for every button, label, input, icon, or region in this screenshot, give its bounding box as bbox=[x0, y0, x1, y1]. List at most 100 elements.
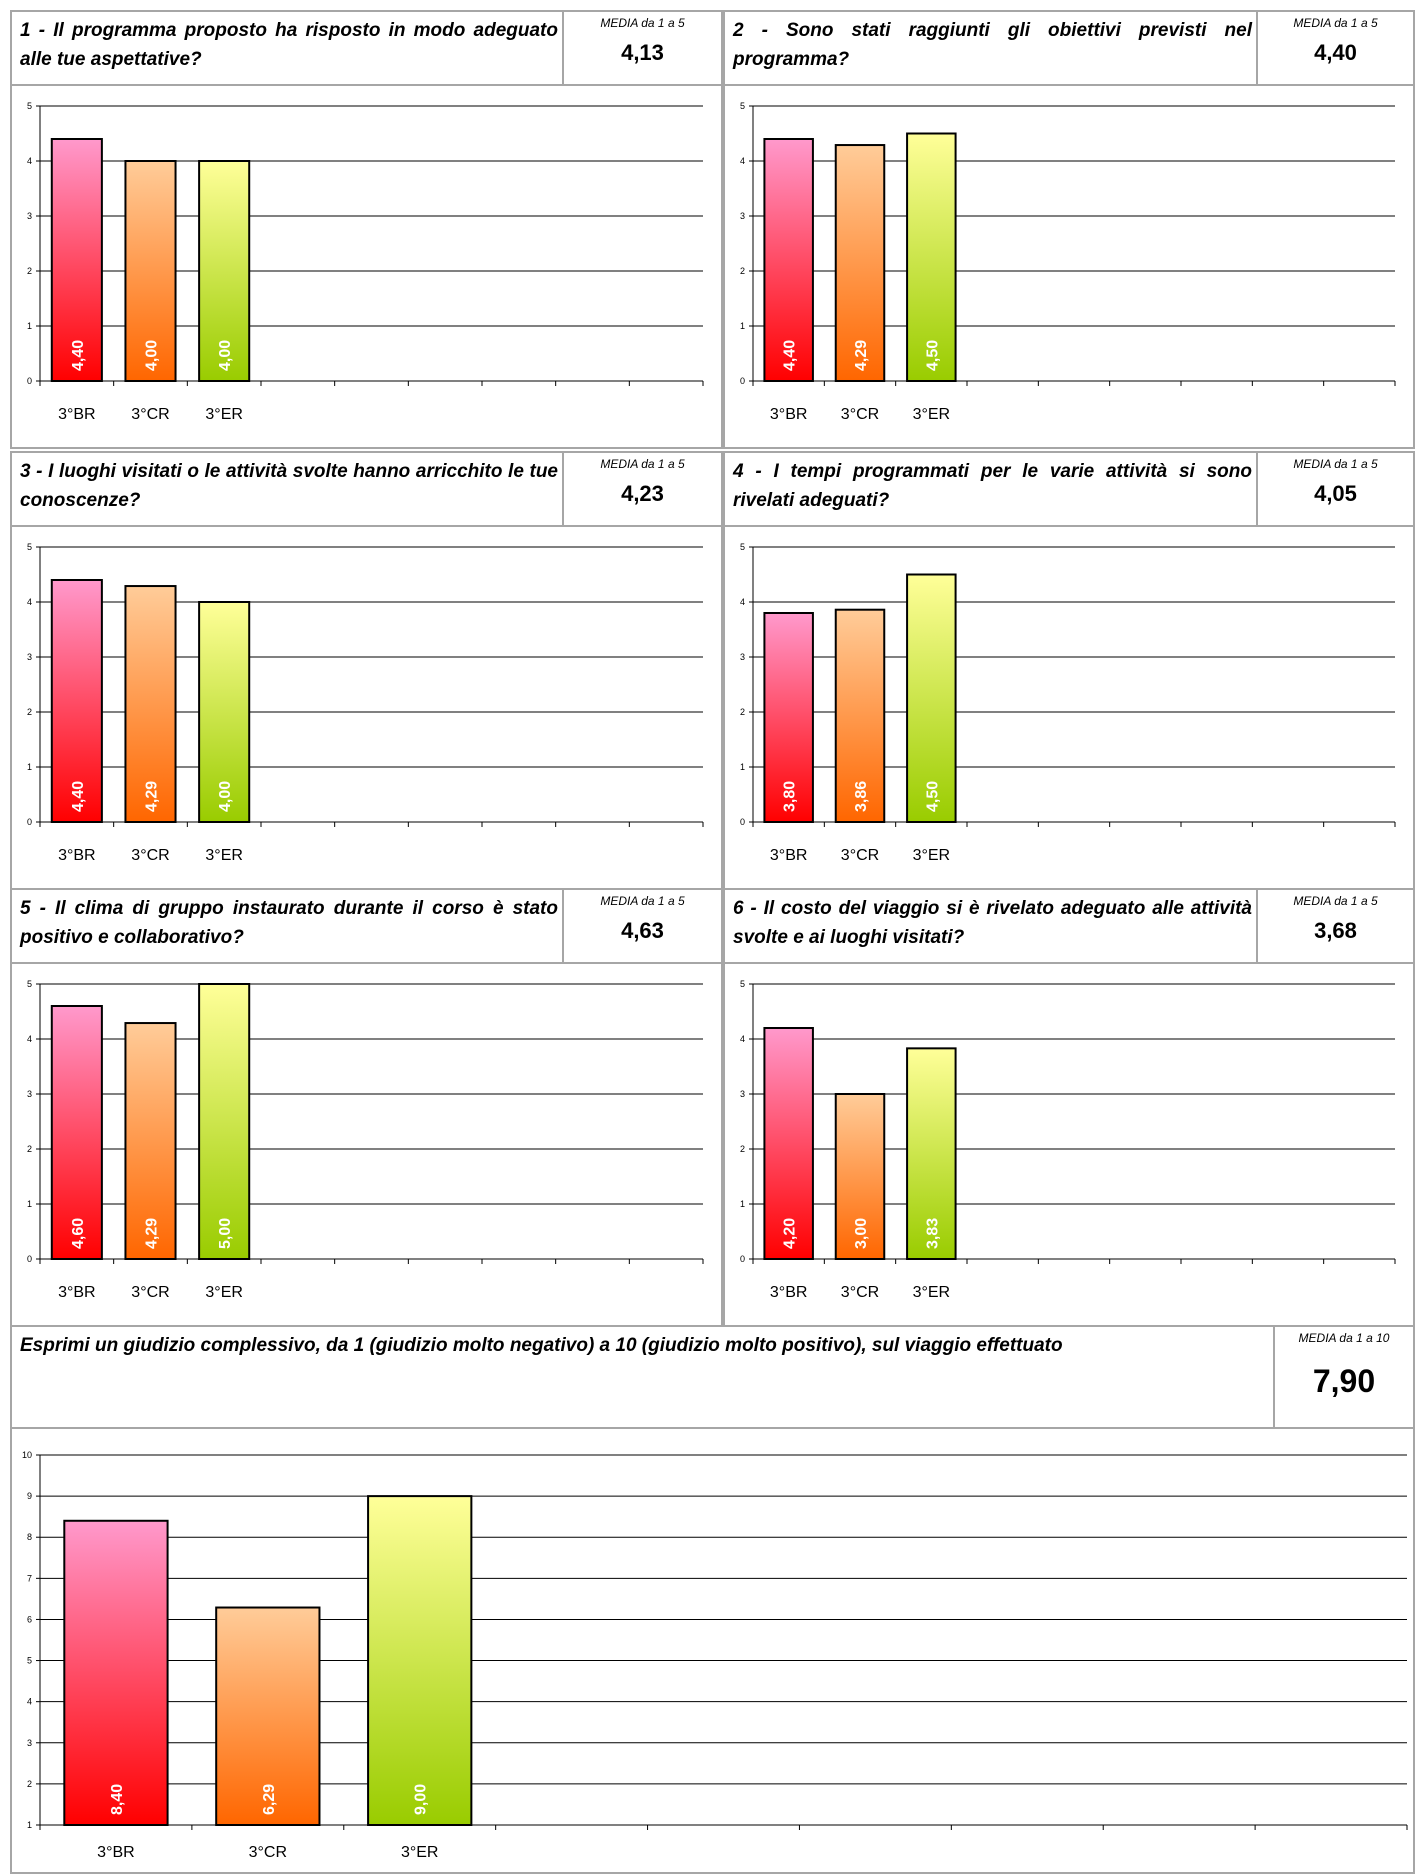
y-tick-label: 5 bbox=[27, 101, 32, 111]
y-tick-label: 3 bbox=[27, 211, 32, 221]
y-tick-label: 0 bbox=[740, 817, 745, 827]
y-tick-label: 2 bbox=[27, 707, 32, 717]
y-tick-label: 2 bbox=[27, 1144, 32, 1154]
bar-chart: 0 1 2 3 4 5 4,40 3°BR 4,00 3°CR 4,00 3°ER bbox=[27, 101, 704, 423]
bar-value-label: 4,00 bbox=[217, 340, 234, 371]
bar-value-label: 4,40 bbox=[70, 340, 87, 371]
y-tick-label: 5 bbox=[27, 979, 32, 989]
question-text: 3 - I luoghi visitati o le attività svol… bbox=[20, 461, 558, 511]
chart-panel: 0 1 2 3 4 5 4,60 3°BR 4,29 3°CR 5,00 3°ER bbox=[10, 962, 723, 1327]
y-tick-label: 3 bbox=[27, 1738, 32, 1748]
y-tick-label: 4 bbox=[27, 1697, 32, 1707]
bar-chart: 0 1 2 3 4 5 3,80 3°BR 3,86 3°CR 4,50 3°ER bbox=[740, 542, 1396, 864]
bar-value-label: 3,86 bbox=[853, 781, 870, 812]
category-label: 3°CR bbox=[841, 406, 879, 423]
chart-panel: 0 1 2 3 4 5 4,40 3°BR 4,29 3°CR 4,50 3°ER bbox=[723, 84, 1415, 449]
y-tick-label: 2 bbox=[740, 707, 745, 717]
bar-cr bbox=[834, 608, 886, 823]
y-tick-label: 3 bbox=[740, 211, 745, 221]
category-label: 3°CR bbox=[249, 1844, 287, 1861]
chart-panel: 0 1 2 3 4 5 4,40 3°BR 4,29 3°CR 4,00 3°ER bbox=[10, 525, 723, 890]
category-label: 3°BR bbox=[97, 1844, 135, 1861]
bar-value-label: 4,29 bbox=[144, 781, 161, 812]
y-tick-label: 5 bbox=[27, 1656, 32, 1666]
category-label: 3°ER bbox=[205, 1284, 243, 1301]
bar-er bbox=[198, 983, 251, 1260]
media-cell: MEDIA da 1 a 5 4,05 bbox=[1256, 451, 1415, 527]
chart-panel: 0 1 2 3 4 5 3,80 3°BR 3,86 3°CR 4,50 3°ER bbox=[723, 525, 1415, 890]
category-label: 3°ER bbox=[205, 847, 243, 864]
category-label: 3°CR bbox=[131, 1284, 169, 1301]
category-label: 3°BR bbox=[58, 847, 96, 864]
category-label: 3°CR bbox=[131, 406, 169, 423]
category-label: 3°BR bbox=[58, 406, 96, 423]
y-tick-label: 4 bbox=[27, 1034, 32, 1044]
bar-value-label: 4,40 bbox=[70, 781, 87, 812]
y-tick-label: 1 bbox=[27, 762, 32, 772]
question-cell: 2 - Sono stati raggiunti gli obiettivi p… bbox=[723, 10, 1258, 86]
category-label: 3°CR bbox=[131, 847, 169, 864]
chart-panel: 0 1 2 3 4 5 4,20 3°BR 3,00 3°CR 3,83 3°ER bbox=[723, 962, 1415, 1327]
bar-er bbox=[906, 132, 957, 382]
y-tick-label: 1 bbox=[27, 1199, 32, 1209]
y-tick-label: 5 bbox=[740, 979, 745, 989]
bar-br bbox=[763, 1027, 814, 1260]
media-label: MEDIA da 1 a 5 bbox=[600, 16, 685, 30]
bar-cr bbox=[124, 160, 177, 382]
category-label: 3°BR bbox=[58, 1284, 96, 1301]
media-cell: MEDIA da 1 a 5 3,68 bbox=[1256, 888, 1415, 964]
bar-cr bbox=[124, 1022, 177, 1260]
media-label: MEDIA da 1 a 5 bbox=[600, 894, 685, 908]
question-cell: 4 - I tempi programmati per le varie att… bbox=[723, 451, 1258, 527]
y-tick-label: 4 bbox=[740, 1034, 745, 1044]
question-text: 6 - Il costo del viaggio si è rivelato a… bbox=[733, 898, 1252, 948]
bar-er bbox=[906, 573, 957, 823]
y-tick-label: 10 bbox=[22, 1450, 32, 1460]
question-cell: 5 - Il clima di gruppo instaurato durant… bbox=[10, 888, 564, 964]
bar-cr bbox=[834, 144, 886, 382]
y-tick-label: 2 bbox=[27, 1779, 32, 1789]
media-value: 4,63 bbox=[621, 918, 664, 943]
bar-chart: 0 1 2 3 4 5 4,20 3°BR 3,00 3°CR 3,83 3°ER bbox=[740, 979, 1396, 1301]
bar-chart: 0 1 2 3 4 5 4,40 3°BR 4,29 3°CR 4,00 3°ER bbox=[27, 542, 704, 864]
y-tick-label: 2 bbox=[740, 1144, 745, 1154]
bar-er bbox=[367, 1495, 473, 1826]
bar-value-label: 4,50 bbox=[924, 781, 941, 812]
y-tick-label: 4 bbox=[740, 156, 745, 166]
bar-br bbox=[763, 138, 814, 382]
y-tick-label: 3 bbox=[740, 1089, 745, 1099]
media-label: MEDIA da 1 a 5 bbox=[1293, 457, 1378, 471]
category-label: 3°CR bbox=[841, 847, 879, 864]
media-value: 3,68 bbox=[1314, 918, 1357, 943]
bar-br bbox=[63, 1519, 169, 1827]
y-tick-label: 9 bbox=[27, 1491, 32, 1501]
y-tick-label: 2 bbox=[27, 266, 32, 276]
media-value: 4,05 bbox=[1314, 481, 1357, 506]
media-value: 4,13 bbox=[621, 40, 664, 65]
y-tick-label: 0 bbox=[740, 1254, 745, 1264]
media-value: 4,23 bbox=[621, 481, 664, 506]
category-label: 3°ER bbox=[913, 406, 951, 423]
bar-cr bbox=[215, 1606, 321, 1826]
bar-value-label: 4,50 bbox=[924, 340, 941, 371]
question-cell: 1 - Il programma proposto ha risposto in… bbox=[10, 10, 564, 86]
bar-br bbox=[50, 138, 103, 382]
bar-br bbox=[50, 579, 103, 823]
question-text: 2 - Sono stati raggiunti gli obiettivi p… bbox=[733, 20, 1252, 70]
media-cell: MEDIA da 1 a 10 7,90 bbox=[1273, 1325, 1415, 1429]
question-cell: 6 - Il costo del viaggio si è rivelato a… bbox=[723, 888, 1258, 964]
bar-value-label: 6,29 bbox=[261, 1784, 278, 1815]
y-tick-label: 7 bbox=[27, 1573, 32, 1583]
bar-value-label: 3,00 bbox=[853, 1218, 870, 1249]
bar-value-label: 4,00 bbox=[217, 781, 234, 812]
category-label: 3°ER bbox=[401, 1844, 439, 1861]
y-tick-label: 1 bbox=[740, 321, 745, 331]
media-value: 4,40 bbox=[1314, 40, 1357, 65]
y-tick-label: 5 bbox=[740, 542, 745, 552]
bar-value-label: 3,80 bbox=[782, 781, 799, 812]
y-tick-label: 3 bbox=[740, 652, 745, 662]
media-cell: MEDIA da 1 a 5 4,23 bbox=[562, 451, 723, 527]
question-text: 5 - Il clima di gruppo instaurato durant… bbox=[20, 898, 558, 948]
bar-br bbox=[50, 1005, 103, 1260]
category-label: 3°ER bbox=[913, 847, 951, 864]
